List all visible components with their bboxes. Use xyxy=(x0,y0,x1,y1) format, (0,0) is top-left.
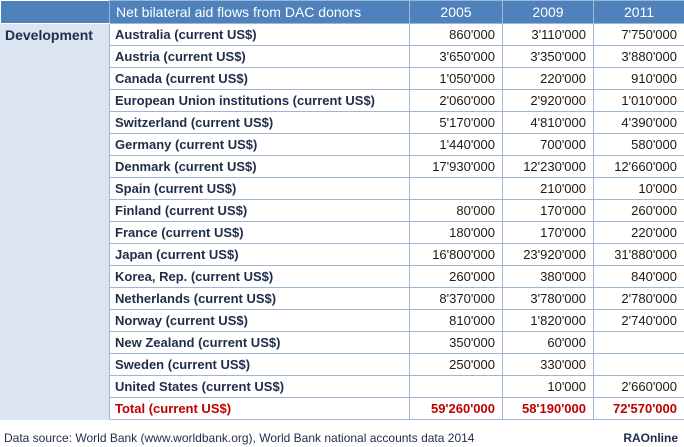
table-row: Development Australia (current US$) 860'00… xyxy=(0,23,684,420)
cell-2005: 250'000 xyxy=(409,353,503,376)
table-row: Denmark (current US$) 17'930'000 12'230'00… xyxy=(1,155,684,178)
cell-2009: 210'000 xyxy=(502,177,594,200)
cell-2005 xyxy=(409,375,503,398)
total-2011: 72'570'000 xyxy=(593,397,684,420)
year-header-2009: 2009 xyxy=(502,0,594,24)
cell-2011 xyxy=(593,331,684,354)
cell-2005: 860'000 xyxy=(409,23,503,46)
cell-2011: 7'750'000 xyxy=(593,23,684,46)
total-2009: 58'190'000 xyxy=(502,397,594,420)
table-row: United States (current US$) 10'000 2'660'0… xyxy=(1,375,684,398)
row-label: Japan (current US$) xyxy=(109,243,410,266)
table-row: Netherlands (current US$) 8'370'000 3'780'… xyxy=(1,287,684,310)
table-row: Spain (current US$) 210'000 10'000 xyxy=(1,177,684,200)
cell-2005: 1'050'000 xyxy=(409,67,503,90)
header-blank-cell xyxy=(0,0,110,24)
row-label: New Zealand (current US$) xyxy=(109,331,410,354)
total-2005: 59'260'000 xyxy=(409,397,503,420)
year-header-2005: 2005 xyxy=(409,0,503,24)
cell-2009: 12'230'000 xyxy=(502,155,594,178)
cell-2009: 170'000 xyxy=(502,199,594,222)
table-row: Finland (current US$) 80'000 170'000 260'00… xyxy=(1,199,684,222)
cell-2009: 170'000 xyxy=(502,221,594,244)
cell-2011: 3'880'000 xyxy=(593,45,684,68)
row-label: Norway (current US$) xyxy=(109,309,410,332)
cell-2009: 1'820'000 xyxy=(502,309,594,332)
cell-2005: 16'800'000 xyxy=(409,243,503,266)
table-row: European Union institutions (current US$… xyxy=(1,89,684,112)
table-row: Canada (current US$) 1'050'000 220'000 910'… xyxy=(1,67,684,90)
table-row: Germany (current US$) 1'440'000 700'000 580… xyxy=(1,133,684,156)
row-label: Austria (current US$) xyxy=(109,45,410,68)
row-label: Sweden (current US$) xyxy=(109,353,410,376)
row-label: European Union institutions (current US$… xyxy=(109,89,410,112)
cell-2005: 5'170'000 xyxy=(409,111,503,134)
section-label: Development xyxy=(0,23,110,420)
cell-2011: 10'000 xyxy=(593,177,684,200)
cell-2011: 12'660'000 xyxy=(593,155,684,178)
cell-2005: 2'060'000 xyxy=(409,89,503,112)
row-label: Australia (current US$) xyxy=(109,23,410,46)
cell-2009: 380'000 xyxy=(502,265,594,288)
row-label: Canada (current US$) xyxy=(109,67,410,90)
cell-2011: 580'000 xyxy=(593,133,684,156)
row-label: United States (current US$) xyxy=(109,375,410,398)
aid-flows-table: Net bilateral aid flows from DAC donors … xyxy=(0,0,684,420)
cell-2005: 260'000 xyxy=(409,265,503,288)
cell-2005: 350'000 xyxy=(409,331,503,354)
cell-2005 xyxy=(409,177,503,200)
cell-2011: 840'000 xyxy=(593,265,684,288)
row-label: Switzerland (current US$) xyxy=(109,111,410,134)
row-label: Netherlands (current US$) xyxy=(109,287,410,310)
cell-2011: 260'000 xyxy=(593,199,684,222)
row-label: Korea, Rep. (current US$) xyxy=(109,265,410,288)
row-label: France (current US$) xyxy=(109,221,410,244)
row-label: Finland (current US$) xyxy=(109,199,410,222)
footer: Data source: World Bank (www.worldbank.o… xyxy=(0,430,684,447)
cell-2011: 2'740'000 xyxy=(593,309,684,332)
cell-2005: 1'440'000 xyxy=(409,133,503,156)
table-row: Switzerland (current US$) 5'170'000 4'810'… xyxy=(1,111,684,134)
cell-2011 xyxy=(593,353,684,376)
cell-2009: 4'810'000 xyxy=(502,111,594,134)
row-label: Germany (current US$) xyxy=(109,133,410,156)
cell-2009: 220'000 xyxy=(502,67,594,90)
cell-2009: 700'000 xyxy=(502,133,594,156)
cell-2009: 3'110'000 xyxy=(502,23,594,46)
cell-2009: 10'000 xyxy=(502,375,594,398)
row-label: Spain (current US$) xyxy=(109,177,410,200)
table-header-row: Net bilateral aid flows from DAC donors … xyxy=(0,0,684,24)
cell-2011: 4'390'000 xyxy=(593,111,684,134)
cell-2011: 2'660'000 xyxy=(593,375,684,398)
cell-2009: 23'920'000 xyxy=(502,243,594,266)
cell-2005: 80'000 xyxy=(409,199,503,222)
cell-2011: 220'000 xyxy=(593,221,684,244)
cell-2005: 8'370'000 xyxy=(409,287,503,310)
cell-2005: 17'930'000 xyxy=(409,155,503,178)
cell-2005: 180'000 xyxy=(409,221,503,244)
total-row: Total (current US$) 59'260'000 58'190'000 7… xyxy=(1,397,684,420)
cell-2009: 60'000 xyxy=(502,331,594,354)
brand-label: RAOnline xyxy=(623,431,678,445)
cell-2009: 2'920'000 xyxy=(502,89,594,112)
row-label: Denmark (current US$) xyxy=(109,155,410,178)
cell-2011: 910'000 xyxy=(593,67,684,90)
cell-2009: 330'000 xyxy=(502,353,594,376)
cell-2009: 3'350'000 xyxy=(502,45,594,68)
year-header-2011: 2011 xyxy=(593,0,684,24)
cell-2005: 810'000 xyxy=(409,309,503,332)
total-label: Total (current US$) xyxy=(109,397,410,420)
table-row: Austria (current US$) 3'650'000 3'350'000 3… xyxy=(1,45,684,68)
table-title: Net bilateral aid flows from DAC donors xyxy=(109,0,410,24)
cell-2011: 2'780'000 xyxy=(593,287,684,310)
table-row: Norway (current US$) 810'000 1'820'000 2'74… xyxy=(1,309,684,332)
cell-2011: 1'010'000 xyxy=(593,89,684,112)
cell-2005: 3'650'000 xyxy=(409,45,503,68)
cell-2009: 3'780'000 xyxy=(502,287,594,310)
data-source-note: Data source: World Bank (www.worldbank.o… xyxy=(4,431,475,445)
table-row: Japan (current US$) 16'800'000 23'920'000 3… xyxy=(1,243,684,266)
cell-2011: 31'880'000 xyxy=(593,243,684,266)
